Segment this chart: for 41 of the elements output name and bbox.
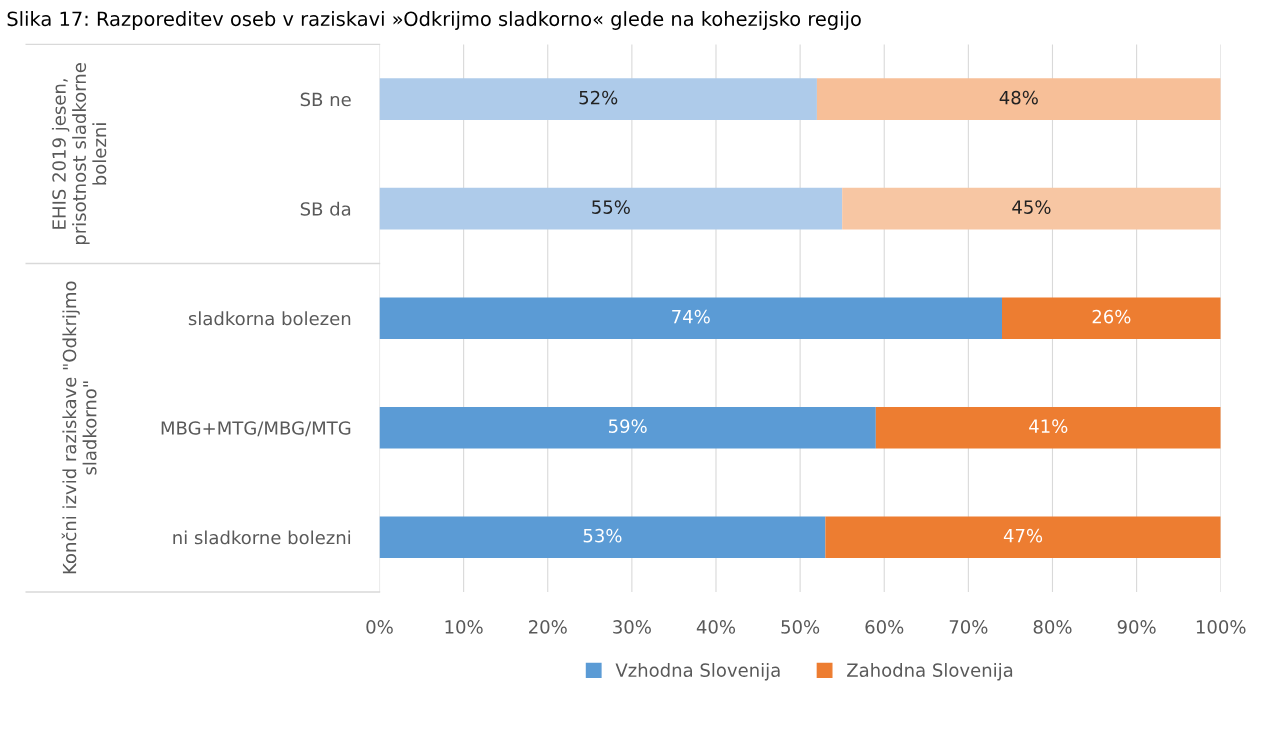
x-tick-label: 10% [445,620,483,634]
bar [875,406,1221,449]
bar [825,516,1221,559]
y-tick-label: SB ne [300,92,351,107]
data-label: 26% [1092,309,1131,324]
bar [379,406,876,449]
y-tick-label: SB da [300,201,351,216]
y-tick-label: MBG+MTG/MBG/MTG [161,421,351,437]
legend-label: Zahodna Slovenija [847,663,1013,681]
data-label: 52% [579,90,618,105]
x-tick-label: 60% [865,620,904,634]
x-tick-label: 40% [696,620,736,634]
x-tick-label: 50% [781,620,820,634]
data-label: 59% [608,419,647,433]
bar [379,187,843,230]
bar [379,297,1003,340]
x-tick-label: 90% [1117,620,1156,634]
text: Končni izvid raziskave "Odkrijmo sladkorno" [61,281,97,574]
data-label: 53% [583,528,622,543]
chart-title: Slika 17: Razporeditev oseb v raziskavi »Odkrijmo sladkorno« glede na kohezijsko regijo [7,11,861,30]
bar [379,78,817,120]
bar [379,516,826,559]
data-label: 55% [592,200,630,214]
data-label: 45% [1012,200,1051,214]
bar [816,78,1221,120]
data-label: 48% [999,90,1038,105]
x-tick-label: 0% [366,620,393,634]
bar [842,187,1221,230]
data-label: 47% [1003,528,1043,543]
text: EHIS 2019 jesen, prisotnost sladkorne bolezni [51,63,107,245]
x-tick-label: 70% [949,620,988,634]
x-tick-label: 100% [1196,620,1246,634]
x-tick-label: 30% [613,620,651,634]
y-tick-label: sladkorna bolezen [188,311,351,326]
y-tick-label: ni sladkorne bolezni [173,530,351,545]
x-tick-label: 20% [529,620,567,634]
data-label: 41% [1029,419,1068,433]
x-tick-label: 80% [1033,620,1072,634]
legend-label: Vzhodna Slovenija [615,663,780,681]
bar [1002,297,1221,340]
data-label: 74% [672,309,710,324]
